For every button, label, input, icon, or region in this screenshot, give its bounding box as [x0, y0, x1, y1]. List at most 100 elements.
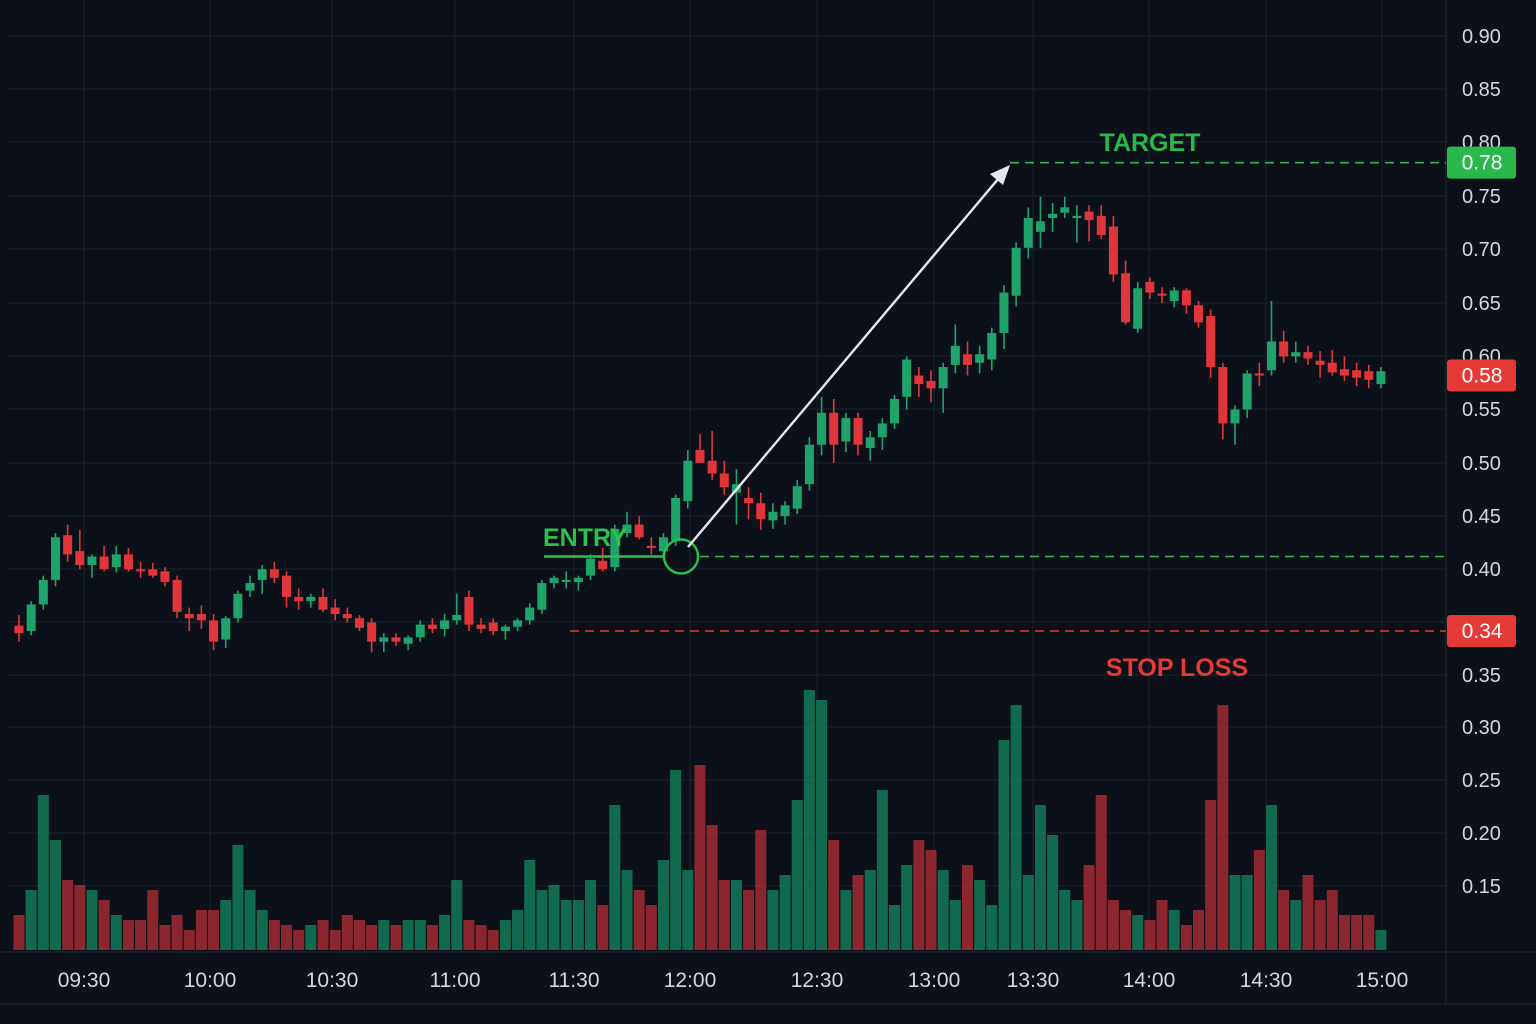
candle-body[interactable]	[26, 604, 36, 632]
candle-body[interactable]	[598, 560, 608, 570]
price-tick-label[interactable]: 0.75	[1462, 186, 1501, 208]
candle[interactable]	[792, 479, 802, 514]
candle-body[interactable]	[257, 569, 267, 580]
candle-body[interactable]	[464, 596, 474, 625]
candle[interactable]	[926, 370, 936, 403]
candle[interactable]	[962, 341, 972, 376]
candle-body[interactable]	[950, 345, 960, 365]
candle-body[interactable]	[14, 625, 24, 634]
candle[interactable]	[1133, 281, 1143, 333]
candle-body[interactable]	[1376, 371, 1386, 385]
candle[interactable]	[269, 561, 279, 584]
candle[interactable]	[196, 605, 206, 629]
candlesticks[interactable]	[14, 196, 1386, 653]
candle[interactable]	[403, 635, 413, 651]
candle[interactable]	[1303, 345, 1313, 365]
candle[interactable]	[768, 503, 778, 529]
candle-body[interactable]	[87, 556, 97, 566]
candle[interactable]	[1230, 405, 1240, 445]
candle-body[interactable]	[294, 596, 304, 602]
candle-body[interactable]	[1157, 293, 1167, 296]
candle[interactable]	[1254, 362, 1264, 387]
candle[interactable]	[367, 618, 377, 653]
candle[interactable]	[464, 590, 474, 632]
candle-body[interactable]	[1206, 315, 1216, 368]
candle[interactable]	[440, 613, 450, 637]
candle-body[interactable]	[379, 637, 389, 642]
candle-body[interactable]	[561, 579, 571, 582]
candle[interactable]	[1242, 370, 1252, 419]
candle[interactable]	[500, 624, 510, 640]
candle-body[interactable]	[683, 460, 693, 502]
candle-body[interactable]	[1266, 341, 1276, 371]
candle[interactable]	[148, 562, 158, 578]
candle-body[interactable]	[707, 460, 717, 474]
candle[interactable]	[354, 615, 364, 632]
candle[interactable]	[184, 607, 194, 632]
price-tick-label[interactable]: 0.50	[1462, 453, 1501, 475]
time-tick-label[interactable]: 12:30	[791, 969, 844, 992]
candle[interactable]	[488, 618, 498, 636]
candle[interactable]	[1339, 356, 1349, 381]
candle[interactable]	[1364, 364, 1374, 389]
candle[interactable]	[513, 618, 523, 632]
candle-body[interactable]	[415, 624, 425, 638]
candle[interactable]	[1121, 260, 1131, 325]
candle-body[interactable]	[427, 624, 437, 629]
candle[interactable]	[695, 434, 705, 463]
price-tick-label[interactable]: 0.20	[1462, 823, 1501, 845]
candle[interactable]	[452, 593, 462, 625]
candle[interactable]	[391, 633, 401, 646]
candle-body[interactable]	[671, 497, 681, 541]
candle[interactable]	[573, 575, 583, 591]
price-tick-label[interactable]: 0.70	[1462, 239, 1501, 261]
candle-body[interactable]	[622, 524, 632, 534]
candle[interactable]	[26, 601, 36, 636]
candle-body[interactable]	[1242, 373, 1252, 410]
candle[interactable]	[1169, 287, 1179, 308]
time-tick-label[interactable]: 13:30	[1007, 969, 1060, 992]
time-tick-label[interactable]: 11:00	[430, 969, 481, 992]
candle[interactable]	[1206, 309, 1216, 378]
candle[interactable]	[829, 398, 839, 463]
candle-body[interactable]	[111, 554, 121, 568]
candle-body[interactable]	[890, 398, 900, 424]
candle-body[interactable]	[695, 450, 705, 463]
candle-body[interactable]	[1194, 305, 1204, 323]
candle[interactable]	[610, 524, 620, 572]
candle[interactable]	[379, 633, 389, 653]
candle[interactable]	[780, 501, 790, 525]
candle-body[interactable]	[330, 607, 340, 614]
candle-body[interactable]	[1048, 213, 1058, 219]
candle[interactable]	[877, 418, 887, 451]
price-tick-label[interactable]: 0.15	[1462, 876, 1501, 898]
candle[interactable]	[537, 579, 547, 614]
candle-body[interactable]	[391, 637, 401, 642]
candle[interactable]	[950, 324, 960, 374]
candle-body[interactable]	[136, 569, 146, 572]
candle[interactable]	[853, 412, 863, 456]
candle-body[interactable]	[123, 554, 133, 570]
candle-body[interactable]	[926, 380, 936, 389]
candle-body[interactable]	[403, 637, 413, 644]
candle[interactable]	[987, 327, 997, 371]
candle[interactable]	[841, 412, 851, 453]
candle-body[interactable]	[440, 620, 450, 629]
candle-body[interactable]	[452, 615, 462, 621]
candle-body[interactable]	[245, 583, 255, 591]
price-tick-label[interactable]: 0.90	[1462, 26, 1501, 48]
candle-body[interactable]	[160, 571, 170, 583]
candle[interactable]	[1315, 351, 1325, 378]
candle-body[interactable]	[1108, 226, 1118, 275]
candle-body[interactable]	[744, 497, 754, 504]
candle[interactable]	[75, 529, 85, 570]
candle-body[interactable]	[282, 575, 292, 597]
candle-body[interactable]	[1011, 247, 1021, 296]
candle-body[interactable]	[1352, 370, 1362, 378]
time-tick-label[interactable]: 13:00	[908, 969, 961, 992]
candle-body[interactable]	[756, 503, 766, 520]
candle[interactable]	[1291, 341, 1301, 363]
candle-body[interactable]	[63, 535, 73, 555]
candle-body[interactable]	[999, 292, 1009, 333]
candle[interactable]	[1096, 205, 1106, 240]
